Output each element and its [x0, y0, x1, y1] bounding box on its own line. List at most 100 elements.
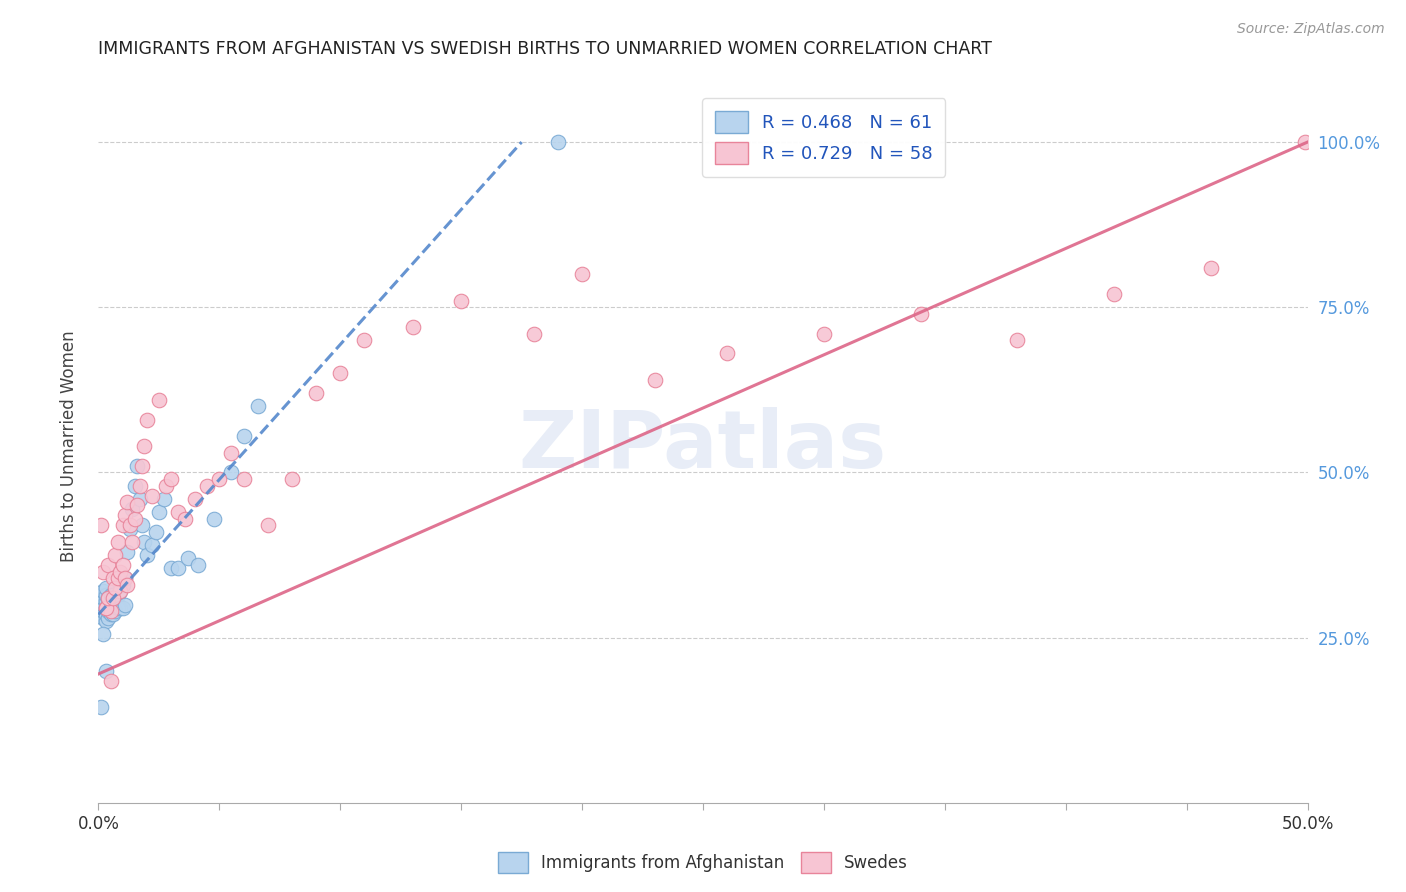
Point: [104, 604, 127, 618]
Point: [100, 598, 122, 612]
Point: [91, 600, 114, 615]
Point: [160, 561, 183, 575]
Point: [114, 571, 136, 585]
Point: [104, 581, 127, 595]
Point: [90, 600, 112, 615]
Point: [108, 565, 131, 579]
Point: [187, 558, 209, 572]
Point: [148, 505, 170, 519]
Point: [108, 584, 131, 599]
Point: [547, 135, 569, 149]
Point: [108, 584, 131, 599]
Point: [117, 495, 139, 509]
Point: [101, 571, 124, 585]
Point: [121, 501, 143, 516]
Point: [91, 627, 114, 641]
Point: [232, 472, 254, 486]
Point: [1199, 260, 1222, 275]
Point: [111, 578, 134, 592]
Point: [100, 673, 122, 688]
Point: [402, 320, 425, 334]
Point: [100, 588, 122, 602]
Point: [160, 472, 183, 486]
Point: [97, 558, 120, 572]
Point: [281, 472, 304, 486]
Point: [127, 458, 149, 473]
Point: [97, 598, 120, 612]
Point: [117, 578, 139, 592]
Point: [145, 524, 167, 539]
Legend: Immigrants from Afghanistan, Swedes: Immigrants from Afghanistan, Swedes: [491, 846, 915, 880]
Point: [124, 478, 146, 492]
Point: [90, 700, 112, 714]
Point: [97, 604, 120, 618]
Point: [152, 491, 174, 506]
Point: [91, 565, 114, 579]
Point: [167, 561, 190, 575]
Point: [91, 604, 114, 618]
Point: [114, 571, 136, 585]
Point: [94, 588, 117, 602]
Point: [177, 551, 200, 566]
Point: [329, 367, 352, 381]
Point: [107, 571, 129, 585]
Point: [94, 581, 117, 595]
Point: [90, 588, 112, 602]
Point: [127, 499, 149, 513]
Point: [247, 400, 270, 414]
Text: ZIPatlas: ZIPatlas: [519, 407, 887, 485]
Point: [97, 591, 120, 605]
Point: [148, 392, 170, 407]
Point: [94, 607, 117, 622]
Point: [111, 518, 134, 533]
Point: [305, 386, 328, 401]
Point: [101, 598, 124, 612]
Point: [91, 598, 114, 612]
Point: [101, 591, 124, 605]
Point: [134, 534, 156, 549]
Point: [523, 326, 546, 341]
Point: [97, 591, 120, 605]
Legend: R = 0.468   N = 61, R = 0.729   N = 58: R = 0.468 N = 61, R = 0.729 N = 58: [703, 98, 945, 177]
Point: [91, 611, 114, 625]
Point: [107, 600, 129, 615]
Point: [100, 607, 122, 622]
Point: [141, 489, 163, 503]
Point: [135, 548, 157, 562]
Point: [107, 534, 129, 549]
Point: [141, 538, 163, 552]
Point: [644, 373, 666, 387]
Point: [134, 439, 156, 453]
Point: [353, 333, 375, 347]
Point: [174, 511, 197, 525]
Point: [184, 491, 207, 506]
Point: [94, 600, 117, 615]
Point: [94, 600, 117, 615]
Point: [716, 346, 738, 360]
Point: [813, 326, 835, 341]
Point: [94, 614, 117, 628]
Point: [97, 611, 120, 625]
Point: [1007, 333, 1029, 347]
Point: [232, 429, 254, 443]
Y-axis label: Births to Unmarried Women: Births to Unmarried Women: [59, 330, 77, 562]
Point: [1294, 135, 1316, 149]
Point: [118, 522, 141, 536]
Point: [90, 594, 112, 608]
Point: [107, 588, 129, 602]
Point: [221, 445, 243, 459]
Point: [167, 505, 190, 519]
Point: [1102, 287, 1125, 301]
Point: [571, 267, 593, 281]
Point: [114, 598, 136, 612]
Point: [131, 458, 153, 473]
Point: [256, 518, 278, 533]
Text: IMMIGRANTS FROM AFGHANISTAN VS SWEDISH BIRTHS TO UNMARRIED WOMEN CORRELATION CHA: IMMIGRANTS FROM AFGHANISTAN VS SWEDISH B…: [98, 40, 993, 58]
Point: [450, 293, 472, 308]
Text: Source: ZipAtlas.com: Source: ZipAtlas.com: [1237, 22, 1385, 37]
Point: [94, 594, 117, 608]
Point: [124, 511, 146, 525]
Point: [100, 604, 122, 618]
Point: [104, 548, 127, 562]
Point: [90, 607, 112, 622]
